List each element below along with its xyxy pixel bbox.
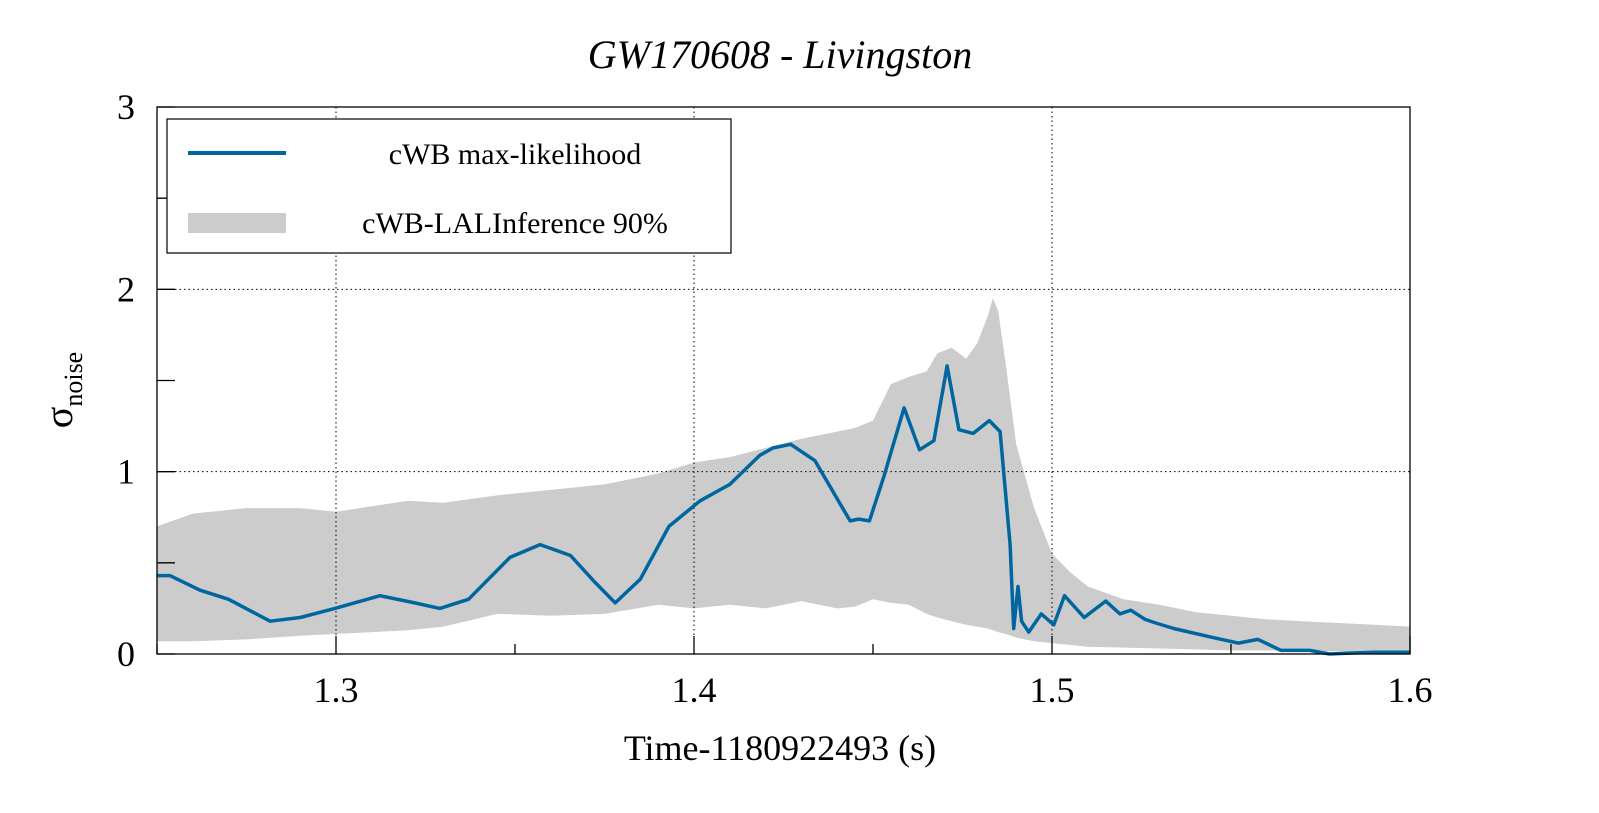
y-axis-label-symbol: σ <box>36 407 81 429</box>
y-tick-label: 3 <box>117 87 135 127</box>
y-tick-label: 0 <box>117 634 135 674</box>
y-tick-label: 1 <box>117 452 135 492</box>
x-tick-label: 1.5 <box>1030 670 1075 710</box>
confidence-band <box>157 298 1410 653</box>
x-tick-label: 1.4 <box>672 670 717 710</box>
x-tick-label: 1.3 <box>314 670 359 710</box>
tick-labels: 1.3 1.4 1.5 1.6 0 1 2 3 <box>117 87 1433 710</box>
band-layer <box>157 298 1410 653</box>
legend-band-swatch <box>188 213 286 233</box>
axes-layer <box>156 106 1411 655</box>
svg-text:σnoise: σnoise <box>36 352 88 428</box>
series-line-max-likelihood <box>157 364 1410 656</box>
legend-label-90-percent-band: cWB-LALInference 90% <box>362 207 668 240</box>
chart-title: GW170608 - Livingston <box>588 32 972 77</box>
x-axis-label: Time-1180922493 (s) <box>624 728 936 768</box>
y-tick-label: 2 <box>117 269 135 309</box>
y-axis-label: σnoise <box>36 352 88 428</box>
y-axis-label-subscript: noise <box>59 352 88 407</box>
legend-label-max-likelihood: cWB max-likelihood <box>389 138 641 171</box>
x-tick-label: 1.6 <box>1388 670 1433 710</box>
legend: cWB max-likelihood cWB-LALInference 90% <box>166 118 732 254</box>
